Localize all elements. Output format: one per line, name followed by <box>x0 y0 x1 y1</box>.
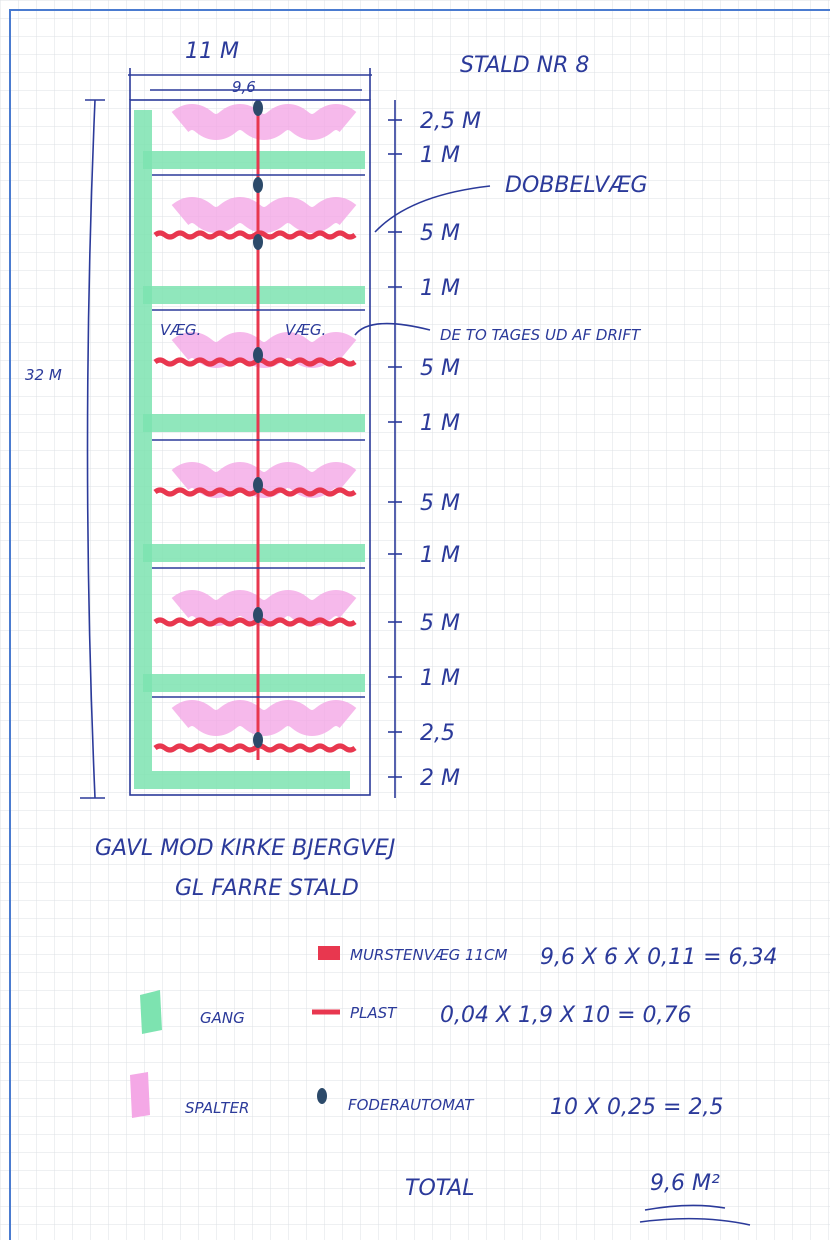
dimension-label: 2 M <box>420 766 460 791</box>
slats <box>171 197 357 233</box>
double-wall-note: DOBBELVÆG <box>505 173 648 198</box>
wall <box>153 487 357 497</box>
total-label: TOTAL <box>405 1176 474 1201</box>
width-dimension <box>128 68 372 100</box>
legend-label: SPALTER <box>185 1099 249 1117</box>
footer-line: GAVL MOD KIRKE BJERGVEJ <box>95 836 395 861</box>
corridor <box>134 110 350 789</box>
legend-label: FODERAUTOMAT <box>348 1096 475 1114</box>
feeder <box>253 607 263 623</box>
slats <box>171 332 357 368</box>
slats <box>171 462 357 498</box>
feeder <box>253 100 263 116</box>
legend-label: PLAST <box>350 1004 398 1022</box>
footer-line: GL FARRE STALD <box>175 876 359 901</box>
wall <box>153 357 357 367</box>
dimension-label: 2,5 <box>420 721 455 746</box>
corridor <box>143 286 365 304</box>
out-of-use-note: DE TO TAGES UD AF DRIFT <box>440 326 642 344</box>
dimension-label: 1 M <box>420 543 460 568</box>
legend-label: MURSTENVÆG 11CM <box>350 946 508 964</box>
legend-swatch-feeder <box>317 1088 327 1104</box>
dimension-label: 1 M <box>420 666 460 691</box>
dimension-label: 5 M <box>420 491 460 516</box>
legend-label: GANG <box>200 1009 245 1027</box>
dimension-label: 5 M <box>420 611 460 636</box>
legend-swatch-wall <box>318 946 340 960</box>
wall <box>153 743 357 753</box>
corridor <box>143 151 365 169</box>
length-label: 32 M <box>25 366 62 384</box>
arrow <box>374 185 491 233</box>
feeder <box>253 477 263 493</box>
wall <box>153 230 357 240</box>
legend-swatch-spalter <box>130 1072 150 1118</box>
total-value: 9,6 M² <box>650 1171 720 1196</box>
legend-calc: 0,04 X 1,9 X 10 = 0,76 <box>440 1003 692 1028</box>
underline <box>639 1204 751 1226</box>
feeder <box>253 732 263 748</box>
corridor <box>143 544 365 562</box>
slats <box>171 104 357 140</box>
corridor <box>143 414 365 432</box>
corridor <box>143 674 365 692</box>
feeder <box>253 347 263 363</box>
width-label: 11 M <box>185 39 239 64</box>
dimension-label: 5 M <box>420 221 460 246</box>
legend-swatch-gang <box>140 990 162 1034</box>
feeder <box>253 177 263 193</box>
dimension-label: 2,5 M <box>420 109 481 134</box>
title: STALD NR 8 <box>460 53 589 78</box>
legend-calc: 9,6 X 6 X 0,11 = 6,34 <box>540 945 778 970</box>
wall <box>153 617 357 627</box>
dimension-label: 1 M <box>420 143 460 168</box>
inner-width-label: 9,6 <box>232 78 256 96</box>
dimension-label: 1 M <box>420 411 460 436</box>
length-dimension <box>80 99 105 799</box>
legend-calc: 10 X 0,25 = 2,5 <box>550 1095 723 1120</box>
dimension-label: 1 M <box>420 276 460 301</box>
dimension-label: 5 M <box>420 356 460 381</box>
feeder <box>253 234 263 250</box>
wall-label: VÆG. <box>160 321 201 339</box>
slats <box>171 590 357 626</box>
barn-outline <box>129 99 371 796</box>
wall-label: VÆG. <box>285 321 326 339</box>
slats <box>171 700 357 736</box>
page-border <box>9 9 830 1240</box>
pen-layer <box>134 100 365 789</box>
arrow <box>354 322 431 336</box>
